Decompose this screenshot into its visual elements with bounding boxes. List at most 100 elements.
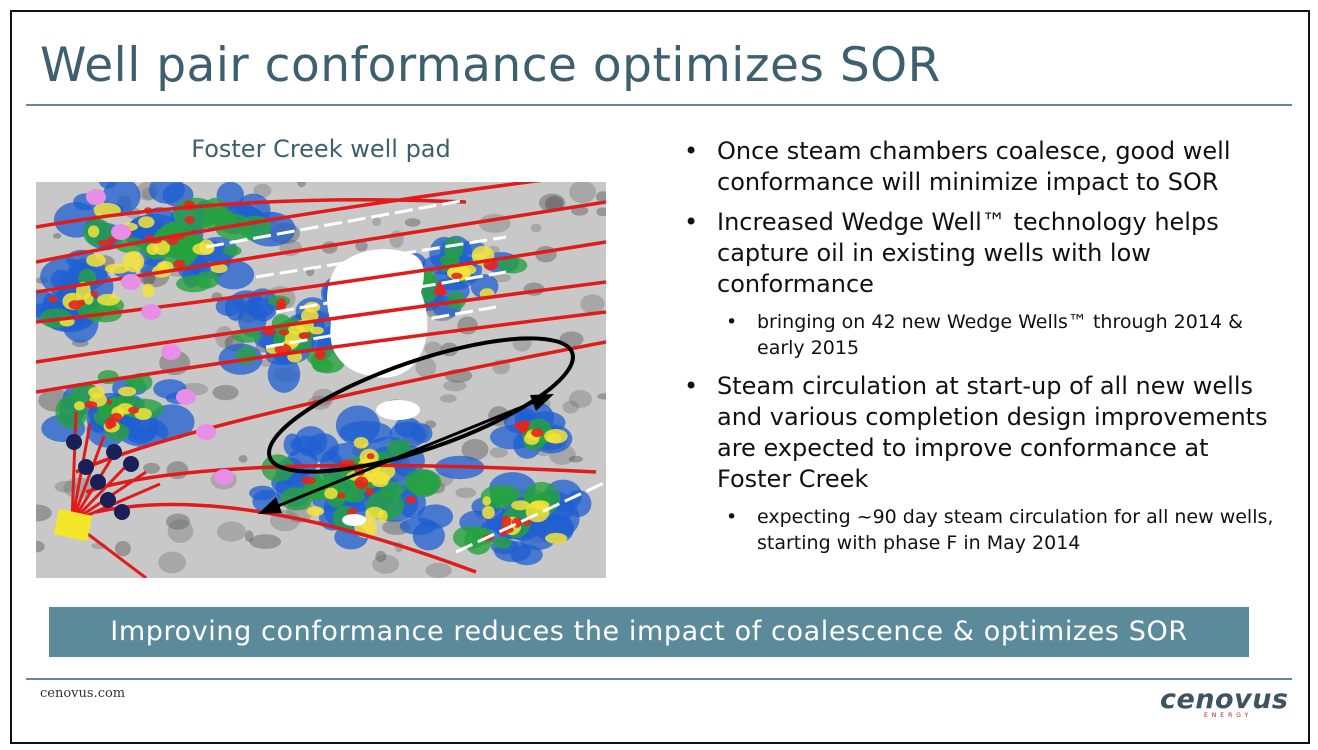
pad-lateral: [70, 435, 106, 523]
heat-blob: [158, 551, 186, 574]
cenovus-logo: cenovus: [1160, 684, 1289, 715]
heat-blob: [74, 401, 85, 411]
footer-divider: [26, 678, 1292, 680]
heat-blob: [184, 215, 195, 224]
heat-blob: [97, 293, 120, 306]
heat-blob: [412, 521, 445, 551]
heat-blob: [267, 355, 301, 393]
heat-blob: [138, 216, 155, 229]
cenovus-logo-subtext: ENERGY: [1204, 712, 1253, 719]
heat-blob: [278, 329, 290, 336]
heat-blob: [371, 477, 389, 488]
steam-chamber: [376, 400, 420, 420]
wellhead: [106, 444, 122, 460]
heat-blob: [355, 240, 368, 252]
heat-blob: [440, 394, 457, 403]
heat-blob: [87, 225, 100, 238]
slide-frame: [10, 10, 1310, 744]
double-arrow-line: [267, 396, 545, 512]
heat-blob: [90, 290, 99, 298]
wellhead: [114, 504, 130, 520]
heat-blob: [530, 223, 542, 233]
heat-blob: [98, 239, 113, 247]
heat-blob: [520, 531, 555, 551]
heat-blob: [142, 283, 155, 298]
heat-blob: [225, 294, 246, 321]
bullet-item: Increased Wedge Well™ technology helps c…: [682, 207, 1282, 300]
heat-blob: [408, 472, 440, 498]
heat-blob: [108, 395, 125, 406]
heat-blob: [492, 537, 512, 549]
heat-blob: [276, 302, 285, 312]
heat-blob: [356, 479, 363, 485]
heat-blob: [562, 400, 579, 414]
wellbore-marker: [214, 469, 234, 485]
heat-blob: [404, 218, 421, 227]
heat-blob: [365, 487, 374, 496]
wellbore-marker: [196, 424, 216, 440]
heat-blob: [520, 419, 530, 431]
heat-blob: [306, 506, 325, 517]
heat-blob: [451, 272, 463, 280]
heat-blob: [377, 509, 388, 523]
annotation-layer: [258, 336, 575, 514]
heat-blob: [405, 495, 417, 504]
well-trajectory: [36, 240, 606, 324]
heat-blob: [569, 182, 597, 204]
wellhead: [100, 492, 116, 508]
slide-title: Well pair conformance optimizes SOR: [40, 38, 941, 93]
sub-bullet-item: expecting ~90 day steam circulation for …: [682, 504, 1282, 556]
heat-blob: [110, 412, 123, 422]
heat-blob: [538, 193, 566, 213]
heat-blob: [148, 182, 185, 204]
well-trajectory: [36, 280, 606, 364]
well-trajectory: [36, 182, 542, 264]
wellhead: [123, 456, 139, 472]
heat-blob: [461, 438, 489, 461]
heat-blob: [244, 297, 275, 319]
heat-blob: [375, 550, 387, 563]
heat-blob: [52, 232, 62, 239]
heat-blob: [83, 292, 94, 305]
well-pad-map: [36, 182, 606, 578]
heat-blob: [165, 513, 191, 530]
heat-blob: [86, 253, 106, 267]
well-segment: [265, 305, 497, 349]
heat-blob: [36, 504, 52, 522]
heat-blob: [106, 399, 113, 405]
well-segment: [205, 198, 467, 249]
conformance-ellipse: [267, 336, 575, 474]
heat-blob: [411, 423, 433, 444]
heat-blob: [238, 455, 248, 463]
heat-blob: [210, 263, 228, 274]
wellhead: [90, 474, 106, 490]
heat-blob: [546, 433, 562, 444]
wellbore-marker: [176, 389, 196, 405]
well-trajectory-layer: [36, 182, 606, 578]
arrow-head-left: [258, 497, 282, 514]
heat-blob: [310, 326, 324, 335]
footer-url: cenovus.com: [40, 686, 126, 701]
wellbore-marker: [86, 189, 106, 205]
heat-blob: [443, 237, 464, 259]
wellhead: [66, 434, 82, 450]
heat-blob: [337, 492, 346, 499]
heat-blob: [568, 390, 592, 408]
well-trajectory: [36, 200, 606, 294]
heat-blob: [167, 519, 194, 544]
heat-blob: [568, 455, 584, 463]
bullet-item: Once steam chambers coalesce, good well …: [682, 136, 1282, 198]
heat-blob: [372, 217, 382, 226]
heat-blob: [425, 562, 452, 578]
heat-blob: [105, 417, 114, 430]
heat-blob: [545, 532, 568, 544]
heat-blob: [36, 540, 45, 553]
heat-blob: [372, 554, 400, 574]
heat-blob: [297, 182, 307, 188]
heat-blob: [415, 357, 437, 378]
heat-blob: [128, 406, 140, 414]
well-pad: [53, 508, 93, 542]
heat-blob: [531, 428, 544, 438]
bullet-item: Steam circulation at start-up of all new…: [682, 371, 1282, 495]
wellbore-marker: [121, 274, 141, 290]
